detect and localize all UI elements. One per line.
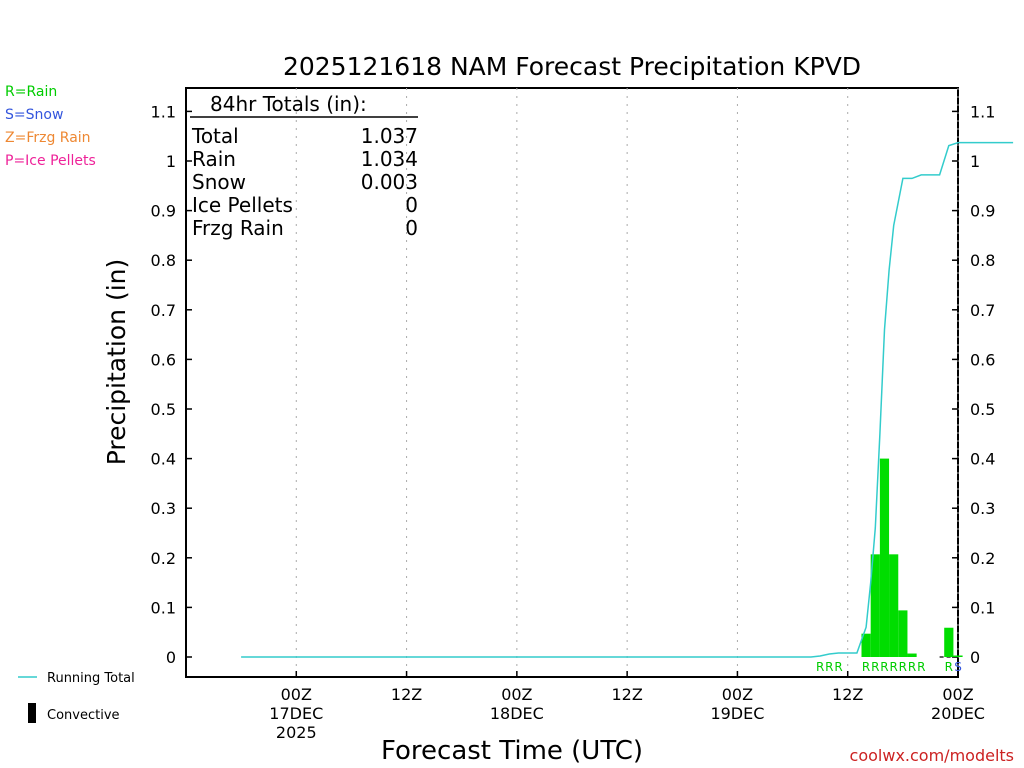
precip-bar (889, 554, 899, 657)
y-tick-label-right: 0.3 (970, 499, 995, 518)
totals-label: Ice Pellets (192, 193, 293, 217)
y-tick-label-right: 0.2 (970, 549, 995, 568)
totals-value: 0.003 (361, 170, 418, 194)
y-tick-label-left: 0.2 (151, 549, 176, 568)
precip-bar (879, 458, 890, 657)
convective-legend-swatch (28, 703, 36, 723)
plot-frame (185, 87, 959, 678)
ptype-marker: R (945, 660, 953, 674)
ptype-legend-item: Z=Frzg Rain (5, 130, 91, 146)
totals-header: 84hr Totals (in): (210, 92, 367, 116)
y-tick-label-left: 0.1 (151, 598, 176, 617)
x-tick-label: 12Z (832, 685, 863, 704)
y-tick-label-left: 0.7 (151, 301, 176, 320)
ptype-marker: R (880, 660, 888, 674)
running-total-line (241, 141, 1014, 658)
totals-label: Total (191, 124, 239, 148)
y-axis-label: Precipitation (in) (102, 259, 131, 466)
precip-bar (944, 627, 954, 657)
y-tick-label-left: 1 (166, 152, 176, 171)
y-tick-label-left: 0 (166, 648, 176, 667)
precip-bar (898, 610, 908, 657)
ptype-marker: R (871, 660, 879, 674)
x-tick-label: 00Z (942, 685, 973, 704)
totals-label: Snow (192, 170, 246, 194)
y-tick-label-right: 0.4 (970, 450, 995, 469)
totals-value: 0 (405, 193, 418, 217)
x-tick-label: 18DEC (490, 704, 544, 723)
precip-bar (861, 633, 871, 657)
totals-label: Rain (192, 147, 236, 171)
chart-title: 2025121618 NAM Forecast Precipitation KP… (283, 52, 861, 81)
y-tick-label-right: 0.6 (970, 350, 995, 369)
ptype-marker: R (834, 660, 842, 674)
x-tick-label: 2025 (276, 723, 317, 742)
y-tick-label-right: 1 (970, 152, 980, 171)
y-tick-label-left: 0.8 (151, 251, 176, 270)
y-tick-label-left: 0.3 (151, 499, 176, 518)
ptype-legend-item: P=Ice Pellets (5, 153, 96, 169)
x-tick-label: 12Z (391, 685, 422, 704)
x-tick-label: 17DEC (269, 704, 323, 723)
y-tick-label-left: 0.9 (151, 202, 176, 221)
y-tick-label-left: 1.1 (151, 102, 176, 121)
totals-value: 0 (405, 216, 418, 240)
y-tick-label-right: 0.7 (970, 301, 995, 320)
totals-value: 1.034 (361, 147, 418, 171)
x-tick-label: 00Z (501, 685, 532, 704)
y-tick-label-right: 1.1 (970, 102, 995, 121)
ptype-marker: R (889, 660, 897, 674)
precip-bar (907, 653, 917, 657)
y-tick-label-right: 0.9 (970, 202, 995, 221)
x-tick-label: 20DEC (931, 704, 985, 723)
precip-bar (953, 655, 963, 657)
credit-text: coolwx.com/modelts (850, 746, 1014, 765)
x-tick-label: 00Z (281, 685, 312, 704)
y-tick-label-right: 0.8 (970, 251, 995, 270)
ptype-marker: R (816, 660, 824, 674)
x-tick-label: 19DEC (710, 704, 764, 723)
precip-bar (870, 554, 880, 657)
y-tick-label-left: 0.5 (151, 400, 176, 419)
y-tick-label-right: 0 (970, 648, 980, 667)
ptype-marker: R (917, 660, 925, 674)
ptype-marker: S (954, 660, 962, 674)
x-tick-label: 12Z (611, 685, 642, 704)
running-total-legend-label: Running Total (47, 671, 135, 686)
ptype-marker: R (862, 660, 870, 674)
y-tick-label-left: 0.6 (151, 350, 176, 369)
ptype-marker: R (825, 660, 833, 674)
totals-label: Frzg Rain (192, 216, 284, 240)
x-axis-label: Forecast Time (UTC) (381, 736, 643, 766)
ptype-marker: R (899, 660, 907, 674)
x-tick-label: 00Z (722, 685, 753, 704)
ptype-marker: R (908, 660, 916, 674)
y-tick-label-right: 0.1 (970, 598, 995, 617)
y-tick-label-right: 0.5 (970, 400, 995, 419)
totals-value: 1.037 (361, 124, 418, 148)
ptype-legend-item: R=Rain (5, 84, 57, 100)
y-tick-label-left: 0.4 (151, 450, 176, 469)
convective-legend-label: Convective (47, 708, 120, 723)
ptype-legend-item: S=Snow (5, 107, 63, 123)
